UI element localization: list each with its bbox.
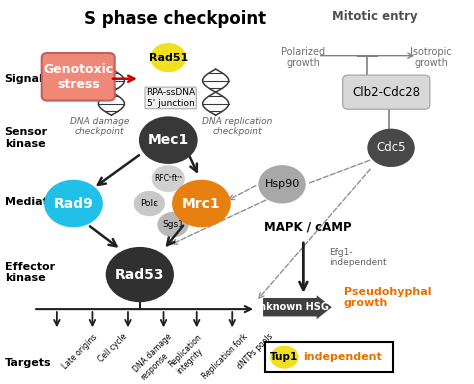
Circle shape bbox=[44, 180, 103, 227]
Circle shape bbox=[157, 212, 189, 237]
Text: RFCᶜftʳˢ: RFCᶜftʳˢ bbox=[154, 174, 182, 183]
Circle shape bbox=[150, 43, 186, 72]
Circle shape bbox=[139, 116, 198, 164]
Text: DNA replication
checkpoint: DNA replication checkpoint bbox=[202, 117, 272, 136]
FancyBboxPatch shape bbox=[265, 342, 393, 372]
Text: Sensor
kinase: Sensor kinase bbox=[5, 127, 48, 149]
Text: Polarized
growth: Polarized growth bbox=[281, 47, 326, 68]
Text: Clb2-Cdc28: Clb2-Cdc28 bbox=[352, 86, 420, 99]
Circle shape bbox=[172, 180, 231, 227]
Circle shape bbox=[270, 346, 299, 369]
Text: Cdc5: Cdc5 bbox=[376, 141, 406, 154]
FancyBboxPatch shape bbox=[343, 75, 430, 109]
Text: Rad9: Rad9 bbox=[54, 197, 93, 210]
Text: S phase checkpoint: S phase checkpoint bbox=[84, 10, 266, 28]
Text: Late origins: Late origins bbox=[61, 332, 99, 371]
Circle shape bbox=[134, 191, 165, 216]
Text: Mediators: Mediators bbox=[5, 197, 67, 207]
Text: Replication
integrity: Replication integrity bbox=[167, 332, 211, 376]
Text: RPA-ssDNA
5' junction: RPA-ssDNA 5' junction bbox=[146, 88, 195, 108]
Text: Mrc1: Mrc1 bbox=[182, 197, 221, 210]
Text: Mitotic entry: Mitotic entry bbox=[332, 10, 417, 23]
Text: Rad51: Rad51 bbox=[149, 53, 188, 63]
Text: Polε: Polε bbox=[140, 199, 158, 208]
Text: Signal: Signal bbox=[5, 74, 44, 84]
Circle shape bbox=[106, 247, 174, 302]
Circle shape bbox=[258, 165, 306, 204]
Text: Pseudohyphal
growth: Pseudohyphal growth bbox=[344, 287, 431, 308]
Text: Genotoxic
stress: Genotoxic stress bbox=[43, 63, 113, 91]
Text: dNTPs pools: dNTPs pools bbox=[236, 332, 275, 371]
Circle shape bbox=[367, 129, 415, 167]
Text: DNA damage
response: DNA damage response bbox=[132, 332, 181, 382]
Text: Efg1-
independent: Efg1- independent bbox=[329, 248, 387, 267]
Text: independent: independent bbox=[303, 352, 382, 362]
Text: Sgs1: Sgs1 bbox=[162, 220, 184, 229]
Text: Targets: Targets bbox=[5, 358, 51, 368]
Text: Tup1: Tup1 bbox=[270, 352, 299, 362]
Text: Effector
kinase: Effector kinase bbox=[5, 262, 55, 283]
Text: Mec1: Mec1 bbox=[147, 133, 189, 147]
Text: Rad53: Rad53 bbox=[115, 268, 164, 281]
Text: unknown HSG: unknown HSG bbox=[252, 302, 329, 312]
FancyArrow shape bbox=[263, 295, 332, 319]
Text: Replication fork: Replication fork bbox=[201, 332, 249, 381]
FancyBboxPatch shape bbox=[42, 53, 115, 101]
Text: Isotropic
growth: Isotropic growth bbox=[410, 47, 452, 68]
Text: Hsp90: Hsp90 bbox=[264, 179, 300, 189]
Circle shape bbox=[152, 165, 185, 192]
Text: DNA damage
checkpoint: DNA damage checkpoint bbox=[70, 117, 129, 136]
Text: MAPK / cAMP: MAPK / cAMP bbox=[264, 220, 352, 233]
Text: Cell cycle: Cell cycle bbox=[96, 332, 128, 364]
